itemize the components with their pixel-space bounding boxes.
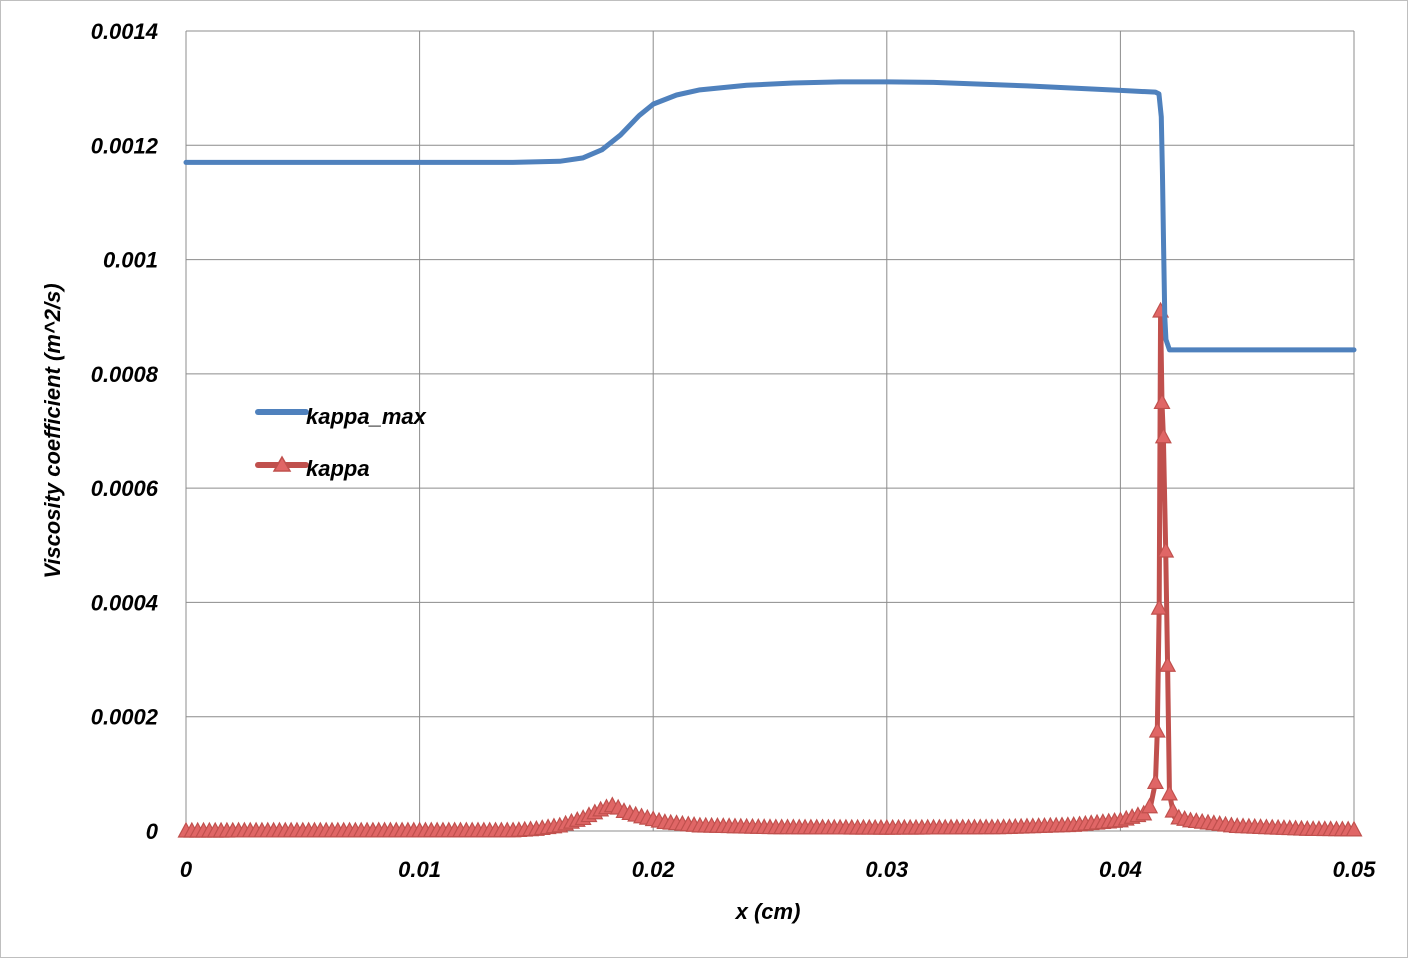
legend-label-kappa-max: kappa_max [306,404,427,429]
x-tick-label: 0 [180,857,193,882]
series-kappa-max [183,79,1357,353]
data-point [1157,541,1175,558]
series-kappa [177,301,1363,838]
series-line-kappa-max [183,79,1357,353]
x-tick-label: 0.01 [398,857,441,882]
y-tick-label: 0.0012 [91,133,159,158]
x-tick-labels: 0 0.01 0.02 0.03 0.04 0.05 [180,857,1376,882]
y-tick-label: 0.0014 [91,19,158,44]
data-point [1153,393,1171,410]
data-point [1345,820,1363,837]
x-tick-label: 0.03 [865,857,908,882]
x-axis-title: x (cm) [735,899,801,924]
y-tick-label: 0.0008 [91,362,159,387]
y-tick-label: 0.001 [103,248,158,273]
series-layer [177,79,1363,838]
data-point [1148,721,1166,738]
data-point [1159,656,1177,672]
x-tick-label: 0.04 [1099,857,1142,882]
series-line-kappa [183,308,1357,834]
data-point [1154,427,1172,444]
data-point [1146,773,1164,790]
y-axis-title: Viscosity coefficient (m^2/s) [40,283,65,578]
y-tick-labels: 0 0.0002 0.0004 0.0006 0.0008 0.001 0.0012 0.00… [91,19,159,844]
y-tick-label: 0 [146,819,159,844]
data-point [1141,797,1159,814]
y-tick-label: 0.0006 [91,476,159,501]
legend: kappa_max kappa [255,404,427,481]
y-tick-label: 0.0004 [91,590,158,615]
legend-label-kappa: kappa [306,456,370,481]
markers-kappa [177,301,1363,838]
data-point [1150,598,1168,615]
legend-marker-kappa [272,455,292,472]
y-tick-label: 0.0002 [91,705,159,730]
data-point [1160,784,1178,801]
x-tick-label: 0.02 [632,857,676,882]
x-tick-label: 0.05 [1333,857,1377,882]
grid-lines [185,30,1355,832]
